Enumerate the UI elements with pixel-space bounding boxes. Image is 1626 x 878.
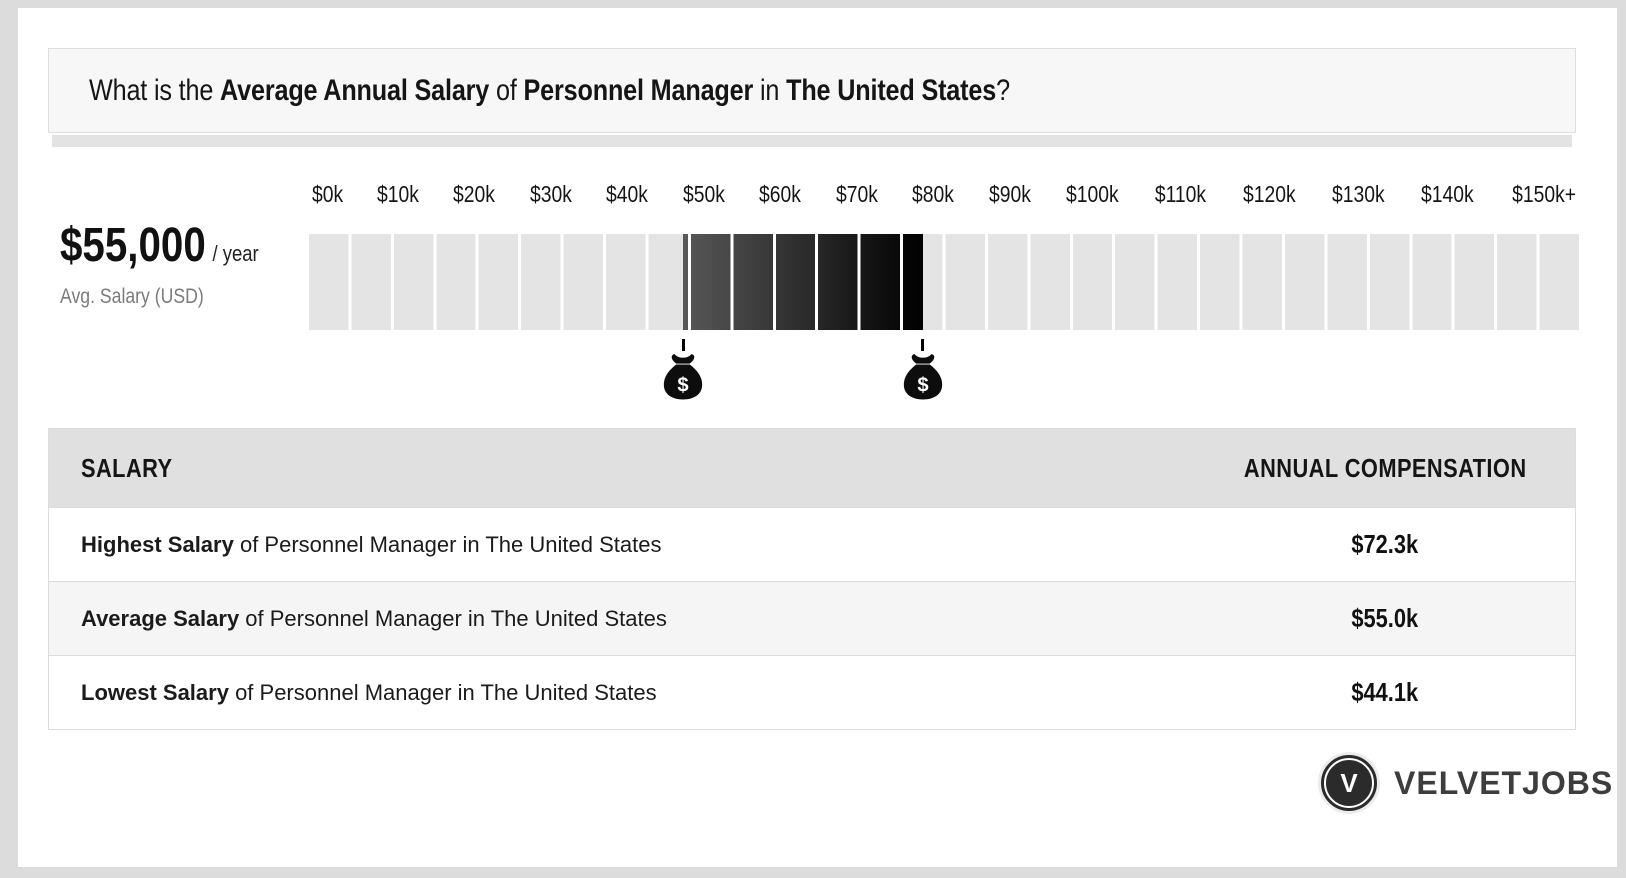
tick-label: $130k bbox=[1332, 181, 1385, 207]
logo-monogram: V bbox=[1340, 767, 1358, 798]
table-header-row: SALARY ANNUAL COMPENSATION bbox=[49, 429, 1575, 507]
tick-label: $0k bbox=[311, 181, 344, 207]
svg-text:$: $ bbox=[917, 374, 928, 396]
salary-table: SALARY ANNUAL COMPENSATION Highest Salar… bbox=[48, 428, 1576, 730]
column-header-salary: SALARY bbox=[81, 452, 173, 483]
marker-tick bbox=[681, 339, 685, 351]
avg-salary-caption: Avg. Salary (USD) bbox=[60, 285, 204, 308]
average-salary-amount: $55,000 bbox=[60, 219, 206, 272]
per-year-label: / year bbox=[212, 241, 259, 266]
column-header-annual-compensation: ANNUAL COMPENSATION bbox=[1243, 452, 1527, 483]
salary-scale-chart: $0k $10k $20k $30k $40k $50k $60k $70k $… bbox=[309, 178, 1582, 408]
tick-label: $140k bbox=[1421, 181, 1475, 207]
tick-label: $90k bbox=[988, 181, 1031, 207]
header-shadow-strip bbox=[52, 135, 1572, 147]
axis-tick-labels: $0k $10k $20k $30k $40k $50k $60k $70k $… bbox=[309, 178, 1582, 208]
tick-label: $120k bbox=[1242, 181, 1296, 207]
marker-tick bbox=[921, 339, 925, 351]
infographic-card: What is the Average Annual Salary of Per… bbox=[18, 8, 1617, 867]
tick-label: $40k bbox=[606, 181, 649, 207]
table-row: Highest Salary of Personnel Manager in T… bbox=[49, 507, 1575, 581]
tick-label: $60k bbox=[759, 181, 802, 207]
salary-range-bar bbox=[309, 234, 1582, 330]
table-row: Average Salary of Personnel Manager in T… bbox=[49, 581, 1575, 655]
page-title: What is the Average Annual Salary of Per… bbox=[89, 73, 1010, 107]
row-value: $55.0k bbox=[1351, 603, 1419, 633]
velvetjobs-logo: V VELVETJOBS bbox=[1318, 752, 1613, 814]
money-bag-icon: $ bbox=[903, 354, 942, 400]
row-value: $44.1k bbox=[1351, 677, 1419, 707]
tick-label: $70k bbox=[835, 181, 878, 207]
table-row: Lowest Salary of Personnel Manager in Th… bbox=[49, 655, 1575, 729]
tick-label: $10k bbox=[376, 181, 419, 207]
tick-label: $30k bbox=[529, 181, 572, 207]
lowest-salary-marker: $ bbox=[661, 339, 705, 400]
row-label: Average Salary of Personnel Manager in T… bbox=[81, 605, 667, 631]
row-label: Lowest Salary of Personnel Manager in Th… bbox=[81, 679, 657, 705]
question-header: What is the Average Annual Salary of Per… bbox=[48, 48, 1576, 133]
logo-brand-name: VELVETJOBS bbox=[1394, 764, 1614, 801]
tick-label: $100k bbox=[1066, 181, 1119, 207]
tick-label: $80k bbox=[912, 181, 954, 207]
bar-gap-lines bbox=[309, 234, 1582, 330]
svg-text:$: $ bbox=[678, 374, 689, 396]
tick-label: $50k bbox=[682, 181, 725, 207]
tick-label: $150k+ bbox=[1511, 181, 1576, 207]
tick-label: $20k bbox=[453, 181, 496, 207]
velvetjobs-logo-icon: V bbox=[1318, 752, 1380, 814]
average-salary-summary: $55,000/ year Avg. Salary (USD) bbox=[60, 218, 297, 309]
highest-salary-marker: $ bbox=[901, 339, 945, 400]
tick-label: $110k bbox=[1155, 181, 1207, 207]
row-label: Highest Salary of Personnel Manager in T… bbox=[81, 531, 662, 557]
row-value: $72.3k bbox=[1351, 529, 1419, 559]
money-bag-icon: $ bbox=[664, 354, 703, 400]
